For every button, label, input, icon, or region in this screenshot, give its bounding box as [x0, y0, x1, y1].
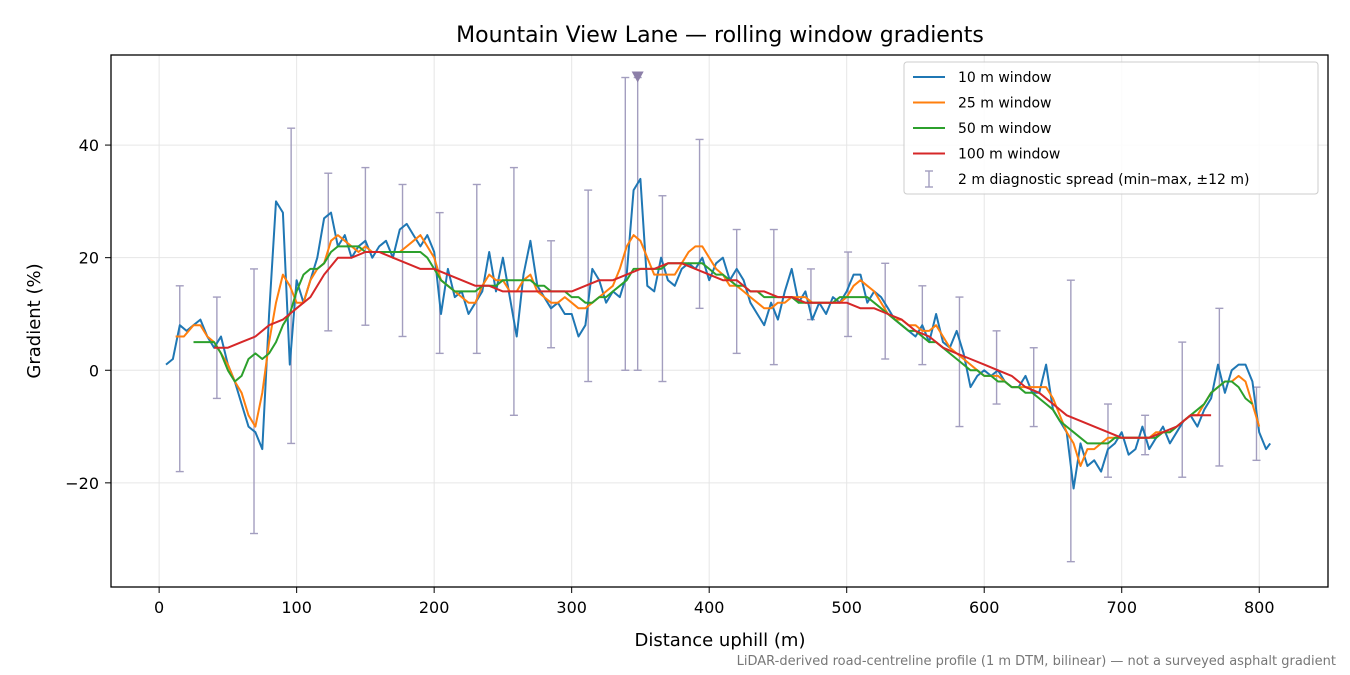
legend: 10 m window 25 m window 50 m window 100 m w… [903, 61, 1319, 195]
legend-label: 50 m window [958, 121, 1051, 137]
y-tick-label: 40 [79, 136, 99, 155]
x-tick-label: 100 [281, 598, 312, 617]
x-tick-label: 300 [556, 598, 587, 617]
clipped-marker [631, 71, 644, 83]
legend-label: 25 m window [958, 96, 1051, 112]
series-line [175, 234, 1261, 467]
y-tick-label: 0 [89, 361, 99, 380]
y-tick-label: 20 [79, 249, 99, 268]
legend-box [903, 61, 1319, 195]
footnote-caption: LiDAR-derived road-centreline profile (1… [737, 654, 1336, 669]
y-tick-label: −20 [65, 474, 99, 493]
x-tick-label: 700 [1106, 598, 1137, 617]
series-line [165, 177, 1272, 490]
y-axis-label: Gradient (%) [24, 263, 45, 378]
series-line [214, 251, 1212, 439]
x-tick-label: 600 [969, 598, 1000, 617]
y-axis-ticks: −20 0 20 40 [65, 136, 111, 493]
x-tick-label: 400 [694, 598, 725, 617]
x-tick-label: 0 [154, 598, 164, 617]
legend-label: 10 m window [958, 70, 1051, 86]
chart-title: Mountain View Lane — rolling window grad… [456, 23, 984, 48]
series-lines [165, 177, 1272, 490]
plot-frame [110, 54, 1329, 588]
x-tick-label: 200 [419, 598, 450, 617]
x-axis-ticks: 0 100 200 300 400 500 600 700 800 [154, 587, 1275, 617]
legend-label: 100 m window [958, 147, 1060, 163]
legend-label: 2 m diagnostic spread (min–max, ±12 m) [958, 172, 1249, 188]
x-axis-label: Distance uphill (m) [635, 630, 806, 651]
x-tick-label: 500 [831, 598, 862, 617]
x-tick-label: 800 [1244, 598, 1275, 617]
